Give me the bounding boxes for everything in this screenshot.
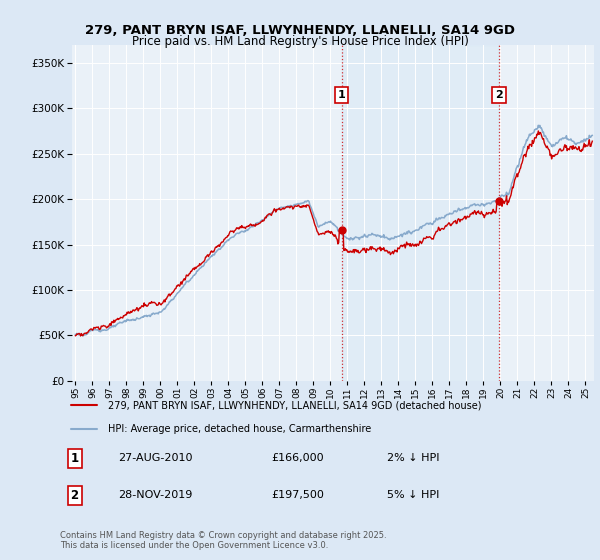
Text: HPI: Average price, detached house, Carmarthenshire: HPI: Average price, detached house, Carm…	[107, 424, 371, 434]
Text: Contains HM Land Registry data © Crown copyright and database right 2025.
This d: Contains HM Land Registry data © Crown c…	[60, 531, 386, 550]
Bar	[341, 45, 499, 381]
Text: 2: 2	[71, 489, 79, 502]
Text: Price paid vs. HM Land Registry's House Price Index (HPI): Price paid vs. HM Land Registry's House …	[131, 35, 469, 49]
Text: 27-AUG-2010: 27-AUG-2010	[118, 453, 193, 463]
Text: 279, PANT BRYN ISAF, LLWYNHENDY, LLANELLI, SA14 9GD (detached house): 279, PANT BRYN ISAF, LLWYNHENDY, LLANELL…	[107, 400, 481, 410]
Text: 1: 1	[71, 451, 79, 465]
Text: 279, PANT BRYN ISAF, LLWYNHENDY, LLANELLI, SA14 9GD: 279, PANT BRYN ISAF, LLWYNHENDY, LLANELL…	[85, 24, 515, 38]
Text: 5% ↓ HPI: 5% ↓ HPI	[388, 491, 440, 501]
Text: 2% ↓ HPI: 2% ↓ HPI	[388, 453, 440, 463]
Text: £197,500: £197,500	[271, 491, 324, 501]
Text: 1: 1	[338, 90, 346, 100]
Text: 28-NOV-2019: 28-NOV-2019	[118, 491, 193, 501]
Text: £166,000: £166,000	[271, 453, 324, 463]
Text: 2: 2	[495, 90, 503, 100]
